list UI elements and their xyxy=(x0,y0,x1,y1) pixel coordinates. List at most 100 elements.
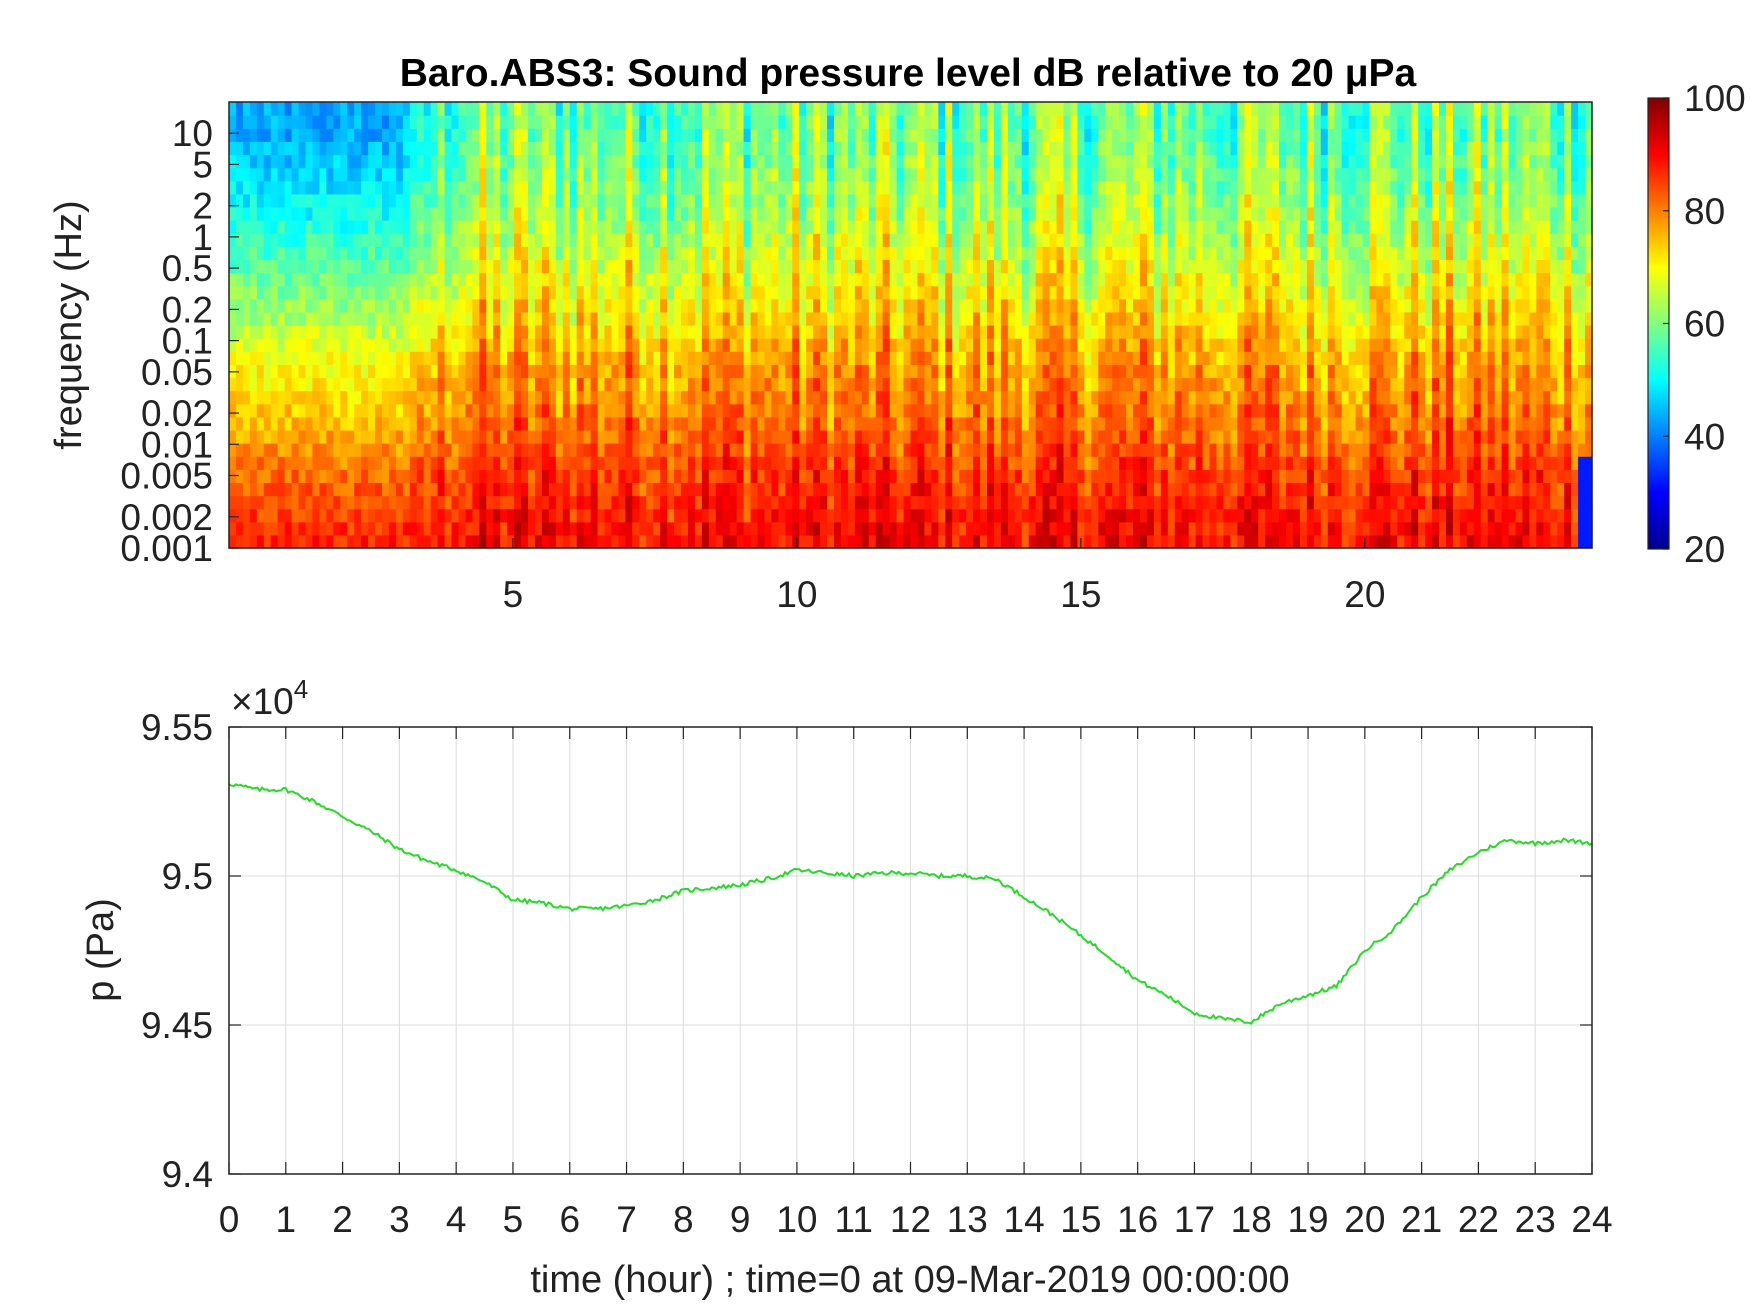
spectrogram-cell xyxy=(451,102,460,116)
spectrogram-cell xyxy=(1077,508,1085,523)
spectrogram-cell xyxy=(1049,246,1058,261)
spectrogram-cell xyxy=(1049,351,1058,365)
spectrogram-cell xyxy=(938,259,946,274)
spectrogram-cell xyxy=(959,338,967,352)
spectrogram-cell xyxy=(834,298,842,313)
spectrogram-cell xyxy=(319,298,327,313)
spectrogram-cell xyxy=(757,456,766,470)
spectrogram-cell xyxy=(834,429,842,444)
spectrogram-cell xyxy=(368,233,376,247)
spectrogram-cell xyxy=(1209,154,1218,169)
spectrogram-cell xyxy=(333,456,341,470)
spectrogram-cell xyxy=(361,416,369,431)
spectrogram-cell xyxy=(785,285,793,300)
spectrogram-cell xyxy=(395,259,404,274)
spectrogram-cell xyxy=(889,443,898,457)
spectrogram-cell xyxy=(722,298,731,313)
spectrogram-cell xyxy=(291,443,300,457)
spectrogram-cell xyxy=(1153,233,1162,247)
spectrogram-cell xyxy=(423,377,432,392)
spectrogram-cell xyxy=(771,495,779,510)
spectrogram-cell xyxy=(486,416,494,431)
spectrogram-cell xyxy=(242,193,251,208)
spectrogram-cell xyxy=(1084,285,1092,300)
spectrogram-cell xyxy=(507,285,515,300)
spectrogram-cell xyxy=(1063,508,1072,523)
spectrogram-cell xyxy=(1133,482,1141,497)
spectrogram-cell xyxy=(472,325,480,339)
spectrogram-cell xyxy=(785,364,793,379)
spectrogram-cell xyxy=(1146,534,1155,549)
spectrogram-cell xyxy=(903,403,912,418)
spectrogram-cell xyxy=(437,482,446,497)
spectrogram-cell xyxy=(834,456,842,470)
spectrogram-cell xyxy=(625,429,633,444)
spectrogram-cell xyxy=(472,338,480,352)
spectrogram-cell xyxy=(479,508,487,523)
spectrogram-cell xyxy=(388,141,397,156)
spectrogram-cell xyxy=(333,534,341,549)
spectrogram-cell xyxy=(402,521,411,536)
spectrogram-cell xyxy=(847,416,856,431)
spectrogram-cell xyxy=(1077,390,1085,405)
spectrogram-cell xyxy=(1202,325,1211,339)
spectrogram-cell xyxy=(1105,246,1113,261)
spectrogram-cell xyxy=(437,233,446,247)
spectrogram-cell xyxy=(347,193,355,208)
spectrogram-cell xyxy=(813,403,821,418)
spectrogram-cell xyxy=(1223,482,1231,497)
spectrogram-cell xyxy=(1035,429,1044,444)
spectrogram-cell xyxy=(1139,443,1148,457)
spectrogram-cell xyxy=(993,364,1002,379)
spectrogram-cell xyxy=(986,128,995,142)
spectrogram-cell xyxy=(1230,259,1238,274)
spectrogram-cell xyxy=(263,206,272,221)
spectrogram-cell xyxy=(249,141,258,156)
spectrogram-cell xyxy=(827,338,835,352)
spectrogram-cell xyxy=(458,167,467,182)
spectrogram-cell xyxy=(256,443,265,457)
spectrogram-cell xyxy=(966,285,974,300)
spectrogram-cell xyxy=(451,128,460,142)
spectrogram-cell xyxy=(569,443,578,457)
spectrogram-cell xyxy=(381,364,390,379)
spectrogram-cell xyxy=(986,259,995,274)
spectrogram-cell xyxy=(861,508,870,523)
spectrogram-cell xyxy=(409,364,418,379)
spectrogram-cell xyxy=(1056,167,1065,182)
spectrogram-cell xyxy=(973,364,981,379)
spectrogram-cell xyxy=(1014,534,1023,549)
spectrogram-cell xyxy=(1049,338,1058,352)
spectrogram-cell xyxy=(451,482,460,497)
spectrogram-cell xyxy=(458,193,467,208)
spectrogram-cell xyxy=(938,167,946,182)
spectrogram-cell xyxy=(945,403,953,418)
spectrogram-cell xyxy=(611,154,620,169)
spectrogram-cell xyxy=(694,193,703,208)
spectrogram-cell xyxy=(1000,495,1009,510)
spectrogram-cell xyxy=(534,233,543,247)
spectrogram-cell xyxy=(312,482,320,497)
spectrogram-cell xyxy=(1105,390,1113,405)
spectrogram-cell xyxy=(1119,259,1127,274)
spectrogram-cell xyxy=(847,364,856,379)
spectrogram-cell xyxy=(820,482,828,497)
spectrogram-cell xyxy=(1098,102,1106,116)
spectrogram-cell xyxy=(813,154,821,169)
spectrogram-cell xyxy=(966,338,974,352)
spectrogram-cell xyxy=(1146,220,1155,234)
spectrogram-cell xyxy=(541,377,550,392)
spectrogram-cell xyxy=(375,220,383,234)
spectrogram-cell xyxy=(882,482,891,497)
spectrogram-cell xyxy=(1160,311,1169,326)
spectrogram-cell xyxy=(312,154,320,169)
spectrogram-cell xyxy=(868,285,877,300)
spectrogram-cell xyxy=(465,115,473,129)
spectrogram-cell xyxy=(687,351,696,365)
spectrogram-cell xyxy=(451,521,460,536)
spectrogram-cell xyxy=(1119,206,1127,221)
spectrogram-cell xyxy=(1014,206,1023,221)
spectrogram-cell xyxy=(993,325,1002,339)
spectrogram-cell xyxy=(708,220,717,234)
spectrogram-cell xyxy=(1007,311,1016,326)
